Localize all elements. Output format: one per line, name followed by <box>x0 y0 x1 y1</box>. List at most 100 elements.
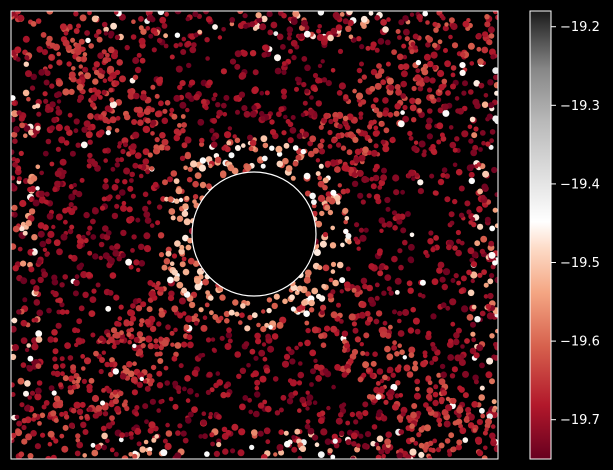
data-point <box>80 421 87 428</box>
data-point <box>353 156 361 164</box>
data-point <box>345 266 351 272</box>
data-point <box>451 446 457 452</box>
data-point <box>456 280 461 286</box>
data-point <box>35 336 43 343</box>
data-point <box>131 119 138 125</box>
data-point <box>86 158 93 164</box>
data-point <box>322 368 329 374</box>
data-point <box>397 364 402 369</box>
data-point <box>438 442 445 449</box>
data-point <box>448 17 455 24</box>
data-point <box>241 143 246 148</box>
data-point <box>79 415 84 420</box>
data-point <box>222 112 228 117</box>
data-point <box>429 360 435 366</box>
data-point <box>93 350 99 357</box>
data-point <box>297 285 303 292</box>
data-point <box>81 126 88 133</box>
data-point <box>41 49 49 56</box>
data-point <box>247 134 253 141</box>
data-point <box>87 113 94 120</box>
data-point <box>444 60 451 68</box>
data-point <box>125 258 132 266</box>
data-point <box>452 338 460 346</box>
data-point <box>441 283 448 291</box>
data-point <box>92 207 98 213</box>
data-point <box>216 414 222 420</box>
data-point <box>15 11 21 15</box>
data-point <box>210 337 216 342</box>
data-point <box>39 240 47 248</box>
data-point <box>322 184 328 191</box>
data-point <box>76 318 83 325</box>
data-point <box>403 28 410 36</box>
data-point <box>469 116 476 123</box>
data-point <box>120 204 127 212</box>
data-point <box>93 33 99 39</box>
data-point <box>11 204 18 211</box>
data-point <box>396 218 403 225</box>
data-point <box>462 392 469 399</box>
data-point <box>409 232 415 238</box>
data-point <box>118 437 124 443</box>
data-point <box>101 444 107 451</box>
data-point <box>111 184 119 191</box>
data-point <box>107 76 114 82</box>
data-point <box>229 58 237 65</box>
data-point <box>425 20 430 25</box>
data-point <box>352 327 359 334</box>
data-point <box>330 311 338 319</box>
data-point <box>68 88 75 95</box>
data-point <box>90 332 96 338</box>
data-point <box>358 115 363 120</box>
data-point <box>55 298 60 303</box>
data-point <box>247 397 253 403</box>
data-point <box>226 327 232 333</box>
data-point <box>391 210 398 216</box>
data-point <box>200 419 207 426</box>
data-point <box>394 84 401 90</box>
data-point <box>354 446 361 453</box>
data-point <box>146 450 153 456</box>
data-point <box>328 277 334 283</box>
data-point <box>460 344 465 349</box>
data-point <box>107 290 114 296</box>
data-point <box>352 136 359 143</box>
data-point <box>411 365 419 372</box>
data-point <box>377 38 385 45</box>
data-point <box>56 248 63 256</box>
data-point <box>379 378 385 384</box>
data-point <box>11 317 18 324</box>
data-point <box>228 152 235 159</box>
data-point <box>254 391 261 398</box>
data-point <box>133 92 140 100</box>
data-point <box>411 403 418 409</box>
data-point <box>139 318 145 324</box>
data-point <box>301 299 308 306</box>
data-point <box>78 305 85 312</box>
data-point <box>335 24 343 31</box>
data-point <box>99 357 105 363</box>
data-point <box>157 232 165 239</box>
data-point <box>385 206 391 212</box>
data-point <box>35 330 43 338</box>
data-point <box>34 393 42 401</box>
data-point <box>330 68 336 73</box>
data-point <box>309 382 314 387</box>
data-point <box>19 402 25 408</box>
data-point <box>147 280 154 286</box>
data-point <box>452 198 458 205</box>
data-point <box>142 125 151 134</box>
data-point <box>492 260 498 266</box>
data-point <box>83 357 92 365</box>
data-point <box>179 80 186 87</box>
data-point <box>220 102 227 109</box>
data-point <box>143 439 149 445</box>
data-point <box>364 431 372 438</box>
data-point <box>187 237 194 244</box>
data-point <box>397 248 403 254</box>
data-point <box>489 129 496 135</box>
data-point <box>320 428 328 436</box>
data-point <box>411 117 417 123</box>
data-point <box>60 363 66 369</box>
